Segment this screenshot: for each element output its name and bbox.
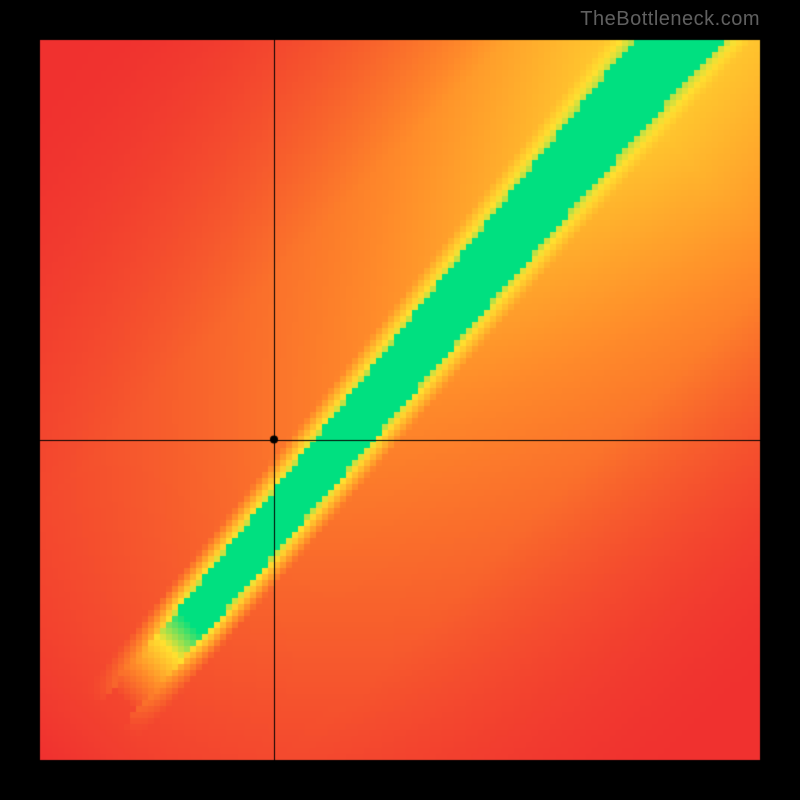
watermark-text: TheBottleneck.com (580, 8, 760, 31)
bottleneck-heatmap (0, 0, 800, 800)
